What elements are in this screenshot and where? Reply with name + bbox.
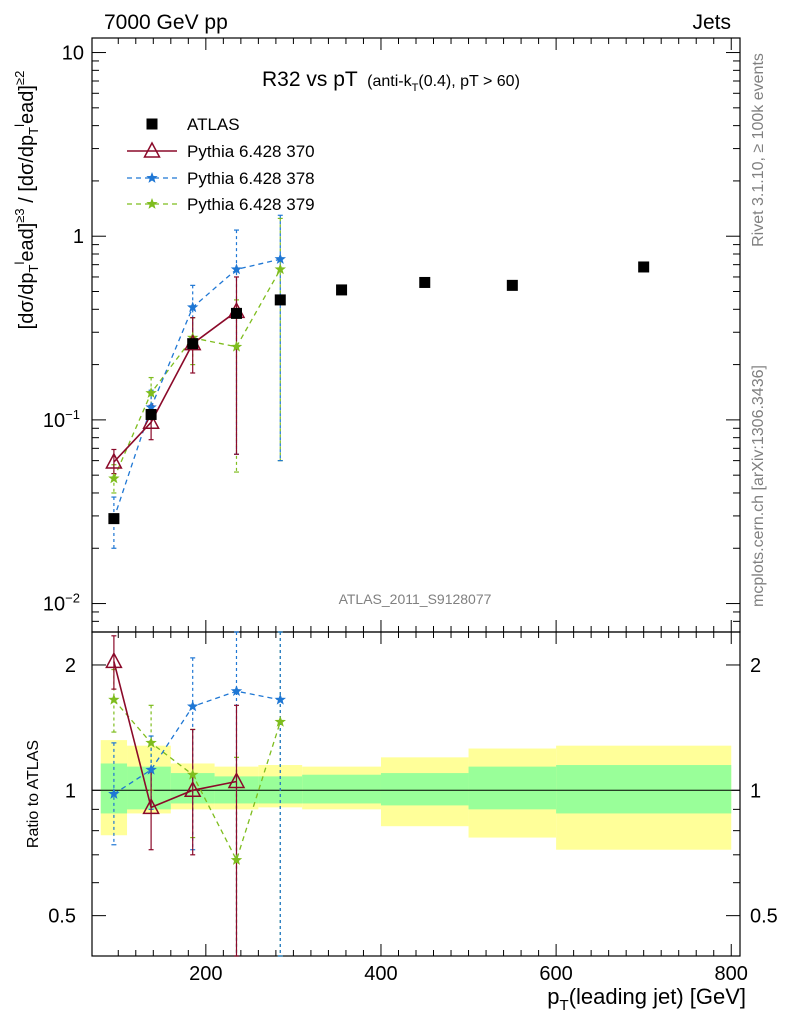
legend-marker <box>146 198 158 209</box>
ratio-series-line <box>113 661 237 809</box>
stat-uncertainty-band <box>556 765 732 814</box>
data-point <box>638 261 650 273</box>
x-tick-label: 800 <box>715 963 748 985</box>
data-point <box>506 279 518 291</box>
data-point <box>145 401 157 413</box>
x-tick-label: 200 <box>189 963 222 985</box>
legend: ATLAS Pythia 6.428 370 Pythia 6.428 378 Pyt… <box>127 115 315 214</box>
data-point <box>274 294 286 306</box>
data-point <box>145 387 157 398</box>
y-tick-label-ratio-right: 0.5 <box>750 906 778 928</box>
ratio-point <box>227 771 246 789</box>
ratio-point <box>274 693 286 705</box>
y-tick-label-ratio-right: 1 <box>750 780 761 802</box>
main-ylabel: [dσ/dpTlead]≥3 / [dσ/dpTlead]≥2 <box>12 71 41 330</box>
ratio-point <box>274 715 286 727</box>
data-point <box>230 307 242 319</box>
analysis-label: ATLAS_2011_S9128077 <box>339 591 492 607</box>
stat-uncertainty-band <box>302 774 381 804</box>
collision-label: 7000 GeV pp <box>104 11 228 34</box>
y-tick-label-ratio-right: 2 <box>750 655 761 677</box>
data-point <box>274 253 286 265</box>
data-point <box>419 276 431 288</box>
data-point <box>108 472 120 484</box>
x-axis-label: pT(leading jet) [GeV] <box>547 984 746 1014</box>
ratio-point <box>108 787 120 799</box>
ratio-point <box>187 768 199 780</box>
y-tick-label-ratio: 1 <box>65 780 76 802</box>
axes-layer: 200 400 600 800 10−2 10−1 1 10 0.5 0.5 1 1 2 2 <box>43 38 778 985</box>
ratio-bands <box>92 740 740 850</box>
legend-marker <box>143 141 161 158</box>
legend-label: Pythia 6.428 378 <box>187 169 315 188</box>
stat-uncertainty-band <box>468 766 557 810</box>
ratio-point <box>183 780 202 798</box>
y-tick-label-ratio: 0.5 <box>48 906 76 928</box>
mcplots-label: mcplots.cern.ch [arXiv:1306.3436] <box>750 365 767 607</box>
x-tick-label: 400 <box>364 963 397 985</box>
data-point <box>142 412 160 430</box>
data-point <box>336 284 348 296</box>
y-tick-label-main: 1 <box>73 226 84 248</box>
x-tick-label: 600 <box>539 963 572 985</box>
ratio-point <box>105 651 123 669</box>
ratio-point <box>187 700 199 712</box>
series-line <box>113 269 281 479</box>
legend-marker <box>146 118 158 130</box>
ratio-point <box>230 685 243 697</box>
data-point <box>145 408 157 420</box>
legend-label: Pythia 6.428 379 <box>187 195 315 214</box>
data-point <box>230 340 243 352</box>
rivet-version-label: Rivet 3.1.10, ≥ 100k events <box>750 53 767 247</box>
ratio-point <box>108 693 120 705</box>
ratio-series-layer <box>105 631 286 957</box>
plot-title: R32 vs pT (anti-kT(0.4), pT > 60) <box>262 68 520 94</box>
stat-uncertainty-band <box>380 773 469 806</box>
legend-label: Pythia 6.428 370 <box>187 142 315 161</box>
legend-marker <box>146 172 158 183</box>
data-point <box>187 301 199 313</box>
series-line <box>113 258 281 519</box>
y-tick-label-ratio: 2 <box>65 655 76 677</box>
main-series-layer <box>105 214 650 549</box>
data-point <box>187 338 199 350</box>
y-tick-label-main: 10−1 <box>43 407 80 432</box>
ratio-ylabel: Ratio to ATLAS <box>25 740 42 848</box>
data-point <box>105 452 123 469</box>
ratio-point <box>230 854 243 865</box>
data-point <box>108 513 120 525</box>
series-line <box>113 310 237 463</box>
y-tick-label-main: 10 <box>62 43 84 65</box>
data-point <box>274 263 286 275</box>
y-tick-label-main: 10−2 <box>43 591 80 616</box>
ratio-point <box>145 763 157 775</box>
data-point <box>230 263 243 275</box>
ratio-point <box>142 797 160 815</box>
legend-label: ATLAS <box>187 115 240 134</box>
category-label: Jets <box>692 11 731 34</box>
ratio-point <box>145 736 157 748</box>
